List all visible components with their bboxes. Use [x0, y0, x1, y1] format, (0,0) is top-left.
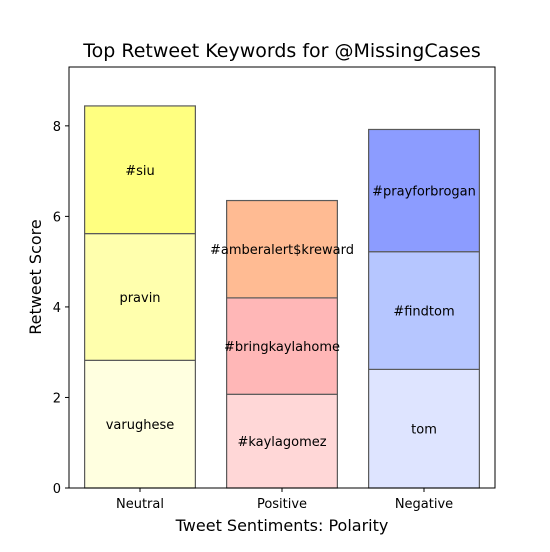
bar-segment-negative-1: [368, 368, 480, 489]
y-tick-label: 6: [53, 210, 61, 225]
bar-segment-positive-2: [226, 297, 338, 395]
x-tick-label: Neutral: [116, 497, 164, 512]
bar-segment-negative-2: [368, 251, 480, 370]
y-tick-label: 4: [53, 301, 61, 316]
bar-segment-neutral-3: [84, 105, 196, 235]
y-tick-label: 8: [53, 120, 61, 135]
y-tick-label: 2: [53, 391, 61, 406]
bar-segment-neutral-2: [84, 232, 196, 361]
y-axis-label: Retweet Score: [26, 219, 45, 334]
plot-area: varughese pravin #siu #kaylagomez #bringkayl…: [84, 105, 480, 489]
bar-segment-neutral-1: [84, 359, 196, 489]
bar-segment-label: #findtom: [393, 305, 454, 320]
bar-segment-label: #kaylagomez: [237, 435, 326, 450]
bar-segment-label: pravin: [119, 291, 160, 306]
bar-segment-label: #bringkaylahome: [224, 340, 340, 355]
x-axis-label: Tweet Sentiments: Polarity: [175, 516, 389, 535]
chart-title: Top Retweet Keywords for @MissingCases: [82, 40, 481, 62]
bar-segment-positive-1: [226, 393, 338, 489]
y-tick-label: 0: [53, 482, 61, 497]
x-tick-label: Negative: [395, 497, 453, 512]
bar-segment-negative-3: [368, 128, 480, 253]
bar-segment-label: #amberalert$kreward: [210, 243, 354, 258]
bar-segment-label: tom: [411, 423, 437, 438]
bar-segment-label: #siu: [125, 164, 155, 179]
x-axis: Neutral Positive Negative: [116, 488, 453, 512]
x-tick-label: Positive: [257, 497, 307, 512]
bar-segment-label: varughese: [106, 418, 175, 433]
bar-segment-label: #prayforbrogan: [372, 185, 476, 200]
bar-segment-positive-3: [226, 199, 338, 299]
y-axis: 0 2 4 6 8: [53, 120, 69, 497]
